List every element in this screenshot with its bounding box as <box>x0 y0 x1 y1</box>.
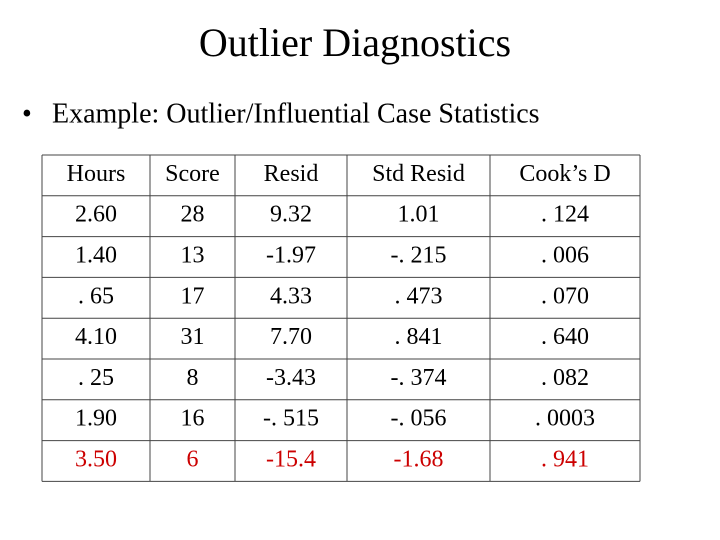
table-cell: 7.70 <box>270 324 312 350</box>
table-cell: . 473 <box>395 283 443 309</box>
bullet-dot: • <box>22 98 32 129</box>
table-cell: -. 374 <box>391 365 447 391</box>
table-cell: 4.10 <box>75 324 117 350</box>
column-header: Score <box>165 161 220 187</box>
slide-title: Outlier Diagnostics <box>199 20 511 65</box>
table-cell: -1.97 <box>266 243 316 269</box>
table-cell: . 841 <box>395 324 443 350</box>
table-cell: 8 <box>187 365 199 391</box>
table-cell: 31 <box>181 324 205 350</box>
table-cell: -15.4 <box>266 447 316 473</box>
table-cell: . 65 <box>78 283 114 309</box>
table-cell: . 941 <box>541 447 589 473</box>
table-cell: -. 515 <box>263 406 319 432</box>
table-cell: 3.50 <box>75 447 117 473</box>
column-header: Std Resid <box>372 161 465 187</box>
table-cell: 1.01 <box>398 202 440 228</box>
bullet-text: Example: Outlier/Influential Case Statis… <box>52 98 540 129</box>
table-cell: 28 <box>181 202 205 228</box>
table-cell: 2.60 <box>75 202 117 228</box>
column-header: Hours <box>67 161 126 187</box>
table-cell: -1.68 <box>394 447 444 473</box>
table-cell: 4.33 <box>270 283 312 309</box>
column-header: Resid <box>264 161 319 187</box>
table-cell: 16 <box>181 406 205 432</box>
table-cell: 9.32 <box>270 202 312 228</box>
table-cell: . 640 <box>541 324 589 350</box>
table-cell: 1.40 <box>75 243 117 269</box>
column-header: Cook’s D <box>519 161 610 187</box>
table-cell: 13 <box>181 243 205 269</box>
table-cell: . 25 <box>78 365 114 391</box>
table-cell: . 124 <box>541 202 589 228</box>
table-cell: . 0003 <box>535 406 595 432</box>
table-cell: . 082 <box>541 365 589 391</box>
table-cell: . 070 <box>541 283 589 309</box>
table-cell: -. 215 <box>391 243 447 269</box>
table-cell: 6 <box>187 447 199 473</box>
table-cell: -. 056 <box>391 406 447 432</box>
table-cell: . 006 <box>541 243 589 269</box>
table-cell: -3.43 <box>266 365 316 391</box>
table-cell: 17 <box>181 283 205 309</box>
table: Hours Score Resid Std Resid Cook’s D 2.60 28 9.… <box>41 154 641 482</box>
table-cell: 1.90 <box>75 406 117 432</box>
